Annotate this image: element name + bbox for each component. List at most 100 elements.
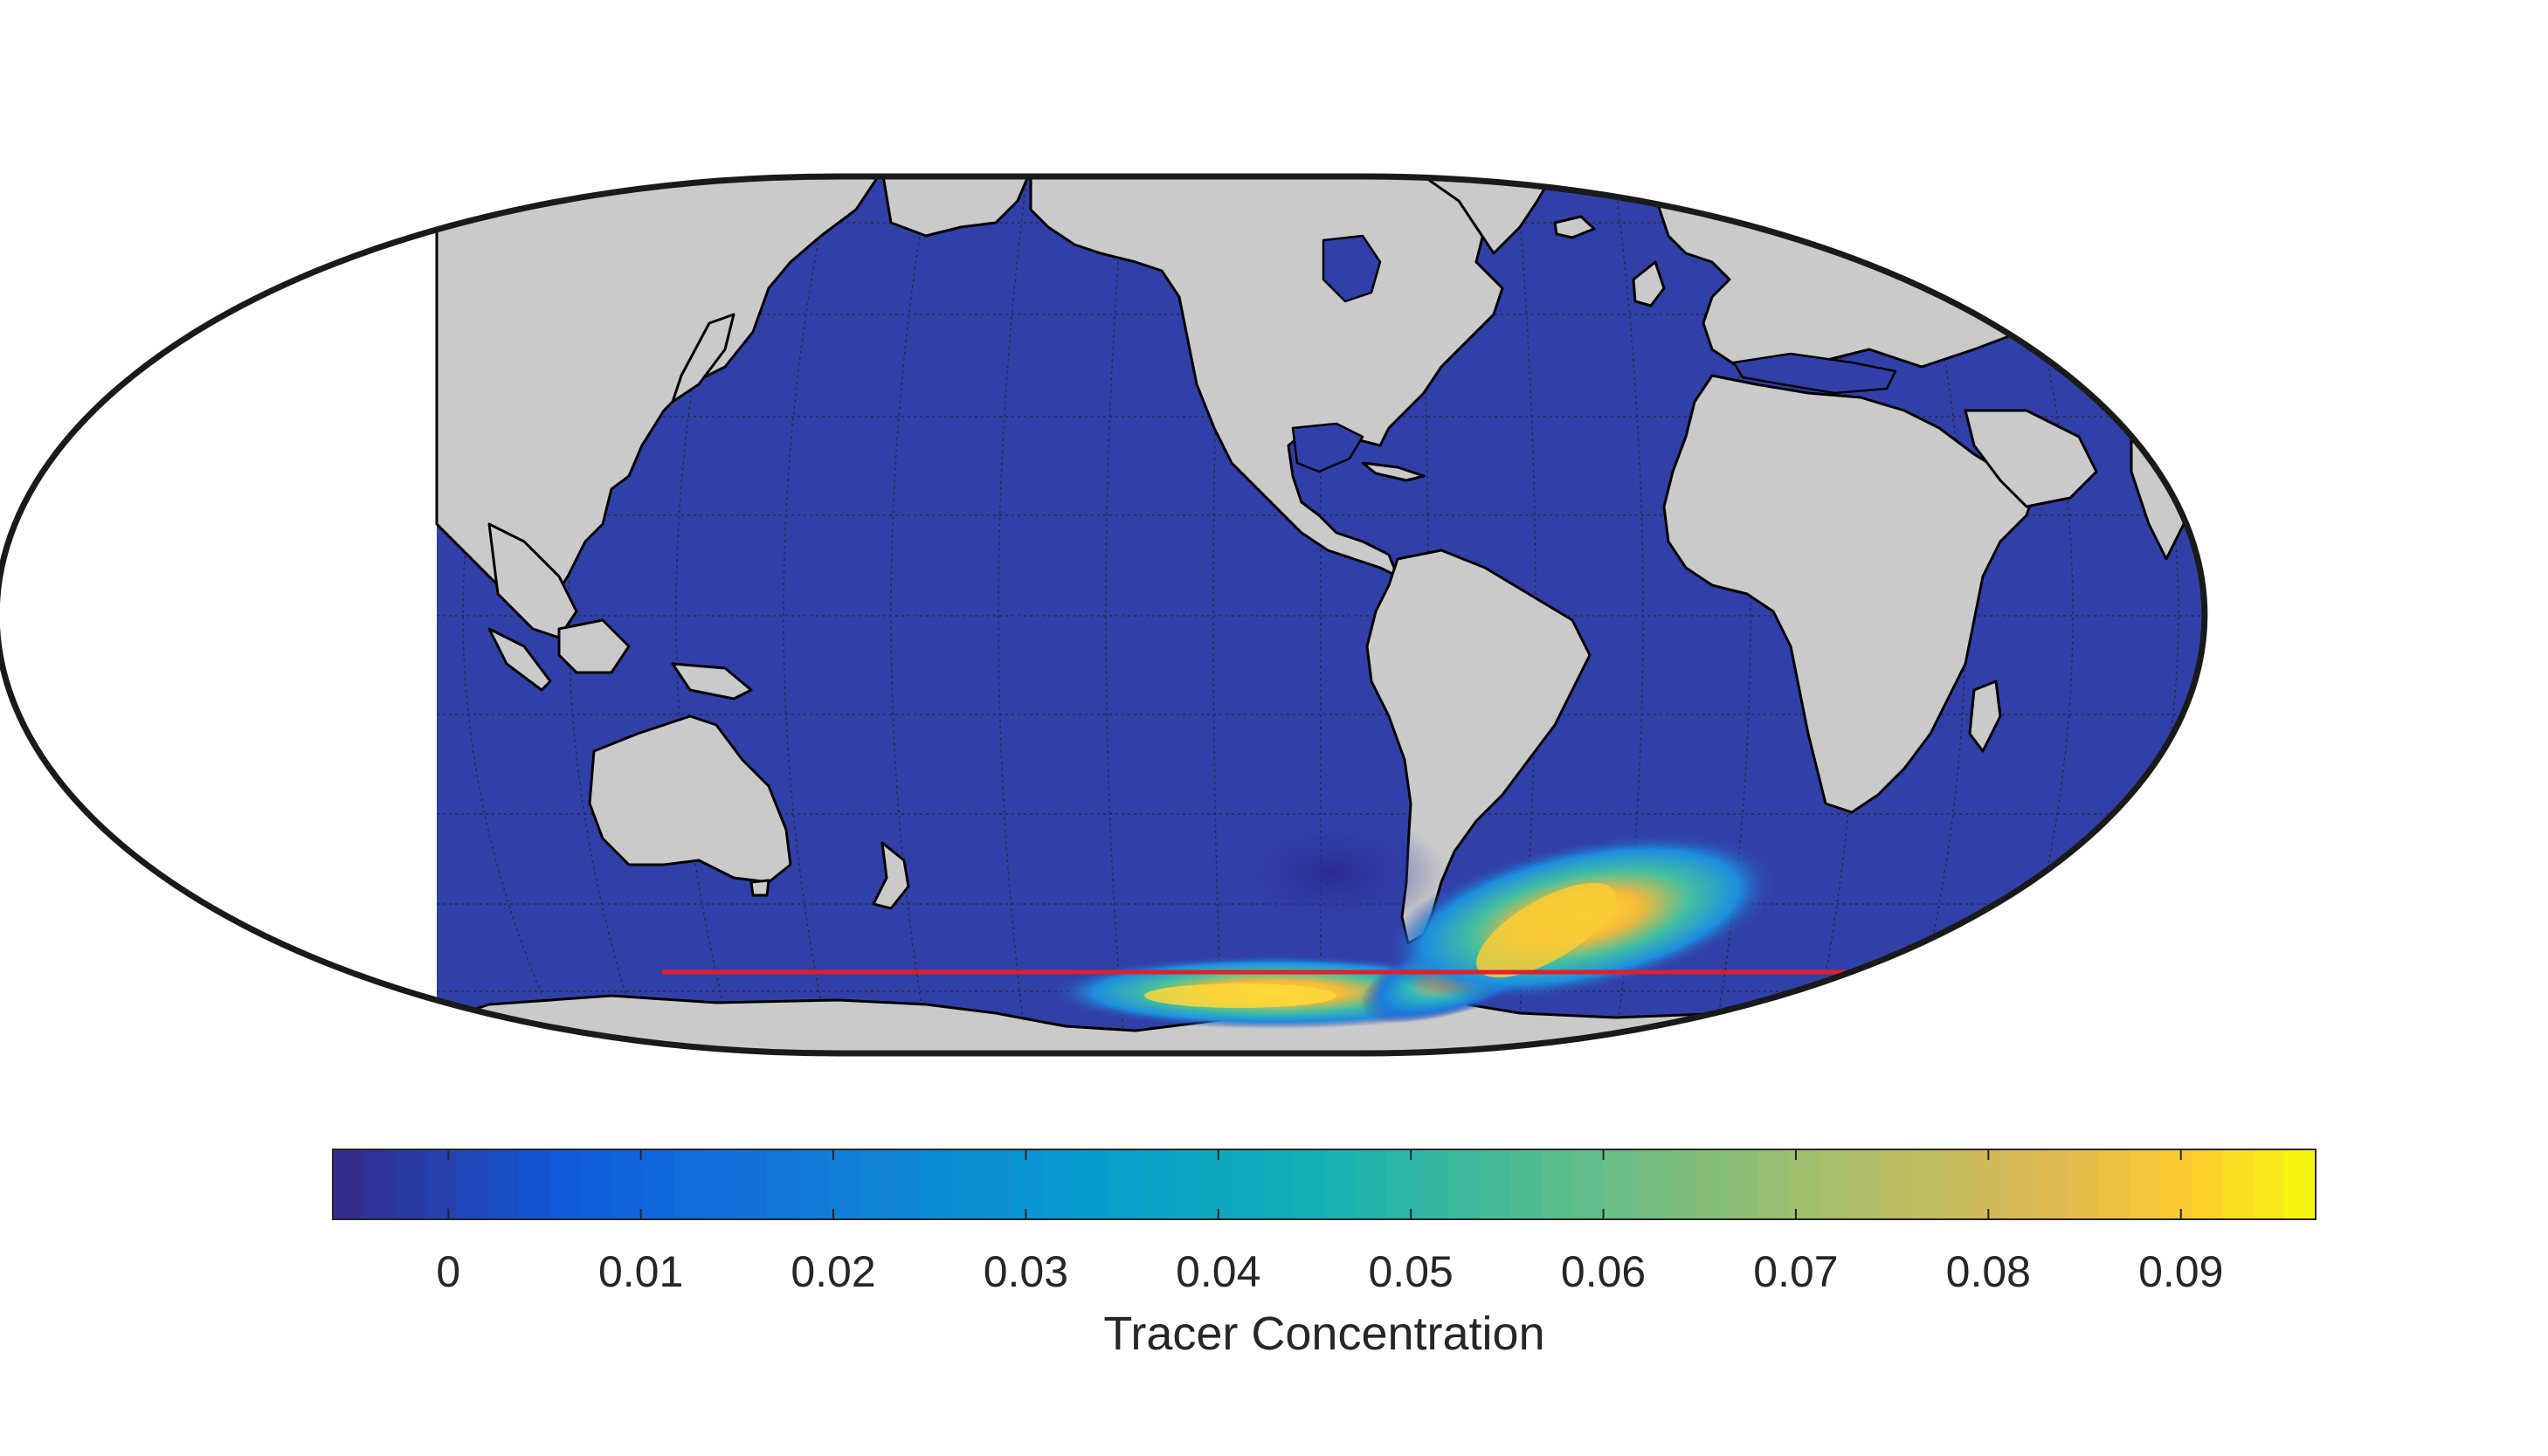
colorbar-cell (1727, 1149, 1759, 1219)
mediterranean-sea (1732, 352, 1897, 395)
colorbar-cell (1882, 1149, 1914, 1219)
colorbar-cell (1912, 1149, 1944, 1219)
colorbar-frame (332, 1149, 2317, 1220)
colorbar-label: Tracer Concentration (1103, 1308, 1544, 1360)
colorbar-cell (2036, 1149, 2068, 1219)
colorbar-cell (394, 1149, 427, 1219)
colorbar-cell (1200, 1149, 1233, 1219)
colorbar-cell (1385, 1149, 1419, 1219)
colorbar-cell (1014, 1149, 1046, 1219)
colorbar-cell (1076, 1149, 1108, 1219)
colorbar-cell (1417, 1149, 1449, 1219)
landmass-cuba (1361, 461, 1426, 482)
colorbar-cell (2160, 1149, 2192, 1219)
landmass-africa (1662, 374, 2037, 814)
colorbar-tick-label: 0.05 (1369, 1247, 1454, 1296)
landmass-kamchatka (880, 176, 1032, 238)
colorbar-cell (642, 1149, 674, 1219)
colorbar: 0 0.01 0.02 0.03 0.04 0.05 0.06 0.07 0.08 0.09 Tr… (332, 1149, 2317, 1360)
colorbar-cell (1820, 1149, 1852, 1219)
colorbar-cell (1169, 1149, 1201, 1219)
map-frame (0, 173, 2208, 1057)
colorbar-ticks: 0 0.01 0.02 0.03 0.04 0.05 0.06 0.07 0.08 0.09 (436, 1149, 2223, 1296)
colorbar-cell (952, 1149, 984, 1219)
map-area (0, 173, 2208, 1057)
colorbar-cell (1789, 1149, 1821, 1219)
colorbar-cell (2222, 1149, 2255, 1219)
colorbar-cell (1479, 1149, 1511, 1219)
colorbar-cell (1944, 1149, 1976, 1219)
negative-anomaly (1219, 812, 1446, 935)
colorbar-cell (735, 1149, 768, 1219)
colorbar-cell (425, 1149, 458, 1219)
landmass-new-zealand (872, 841, 910, 910)
colorbar-cell (1262, 1149, 1295, 1219)
colorbar-cell (766, 1149, 798, 1219)
plume-south-atlantic-core (1476, 882, 1616, 978)
colorbar-cell (1665, 1149, 1697, 1219)
colorbar-cell (1509, 1149, 1542, 1219)
colorbar-cell (890, 1149, 922, 1219)
colorbar-cell (859, 1149, 892, 1219)
landmass-borneo (557, 618, 631, 674)
landmass-british-isles (1632, 260, 1666, 307)
plume-drake-core (1144, 983, 1336, 1008)
landmass-sumatra (487, 627, 552, 692)
landmass-arabia (1964, 409, 2098, 508)
colorbar-cell (2284, 1149, 2317, 1219)
colorbar-cell (1045, 1149, 1077, 1219)
colorbar-cell (1138, 1149, 1170, 1219)
colorbar-cell (983, 1149, 1015, 1219)
colorbar-cell (704, 1149, 736, 1219)
colorbar-cell (1974, 1149, 2006, 1219)
colorbar-cell (1850, 1149, 1883, 1219)
landmass-japan (671, 313, 735, 404)
colorbar-tick-label: 0.04 (1176, 1247, 1260, 1296)
landmass-australia (588, 714, 792, 884)
colorbar-tick-label: 0.01 (598, 1247, 683, 1296)
colorbar-cell (1541, 1149, 1573, 1219)
landmass-europe (1640, 176, 2205, 377)
colorbar-cell (1107, 1149, 1139, 1219)
gulf-of-mexico (1291, 422, 1364, 473)
colorbar-cell (1571, 1149, 1604, 1219)
landmass-asia-east (435, 176, 884, 613)
colorbar-cell (1355, 1149, 1387, 1219)
colorbar-cell (487, 1149, 520, 1219)
colorbar-tick-label: 0.08 (1946, 1247, 2031, 1296)
colorbar-cell (518, 1149, 550, 1219)
colorbar-cell (2006, 1149, 2038, 1219)
landmass-iceland (1553, 215, 1596, 239)
landmass-greenland (1413, 176, 1557, 255)
colorbar-tick-label: 0.06 (1561, 1247, 1646, 1296)
colorbar-cell (2254, 1149, 2286, 1219)
colorbar-cell (363, 1149, 396, 1219)
colorbar-cell (611, 1149, 644, 1219)
landmass-new-guinea (671, 662, 753, 700)
colorbar-cell (549, 1149, 582, 1219)
colorbar-cell (828, 1149, 860, 1219)
colorbar-cell (456, 1149, 488, 1219)
hudson-bay (1322, 234, 1382, 303)
colorbar-cell (673, 1149, 706, 1219)
colorbar-tick-label: 0.02 (791, 1247, 875, 1296)
colorbar-gradient (333, 1149, 2317, 1219)
colorbar-tick-label: 0.07 (1753, 1247, 1838, 1296)
colorbar-tick-label: 0.03 (984, 1247, 1068, 1296)
colorbar-cell (333, 1149, 365, 1219)
landmass-north-america (1029, 176, 1530, 578)
colorbar-cell (2130, 1149, 2162, 1219)
colorbar-cell (2068, 1149, 2100, 1219)
colorbar-cell (1695, 1149, 1728, 1219)
colorbar-cell (1603, 1149, 1635, 1219)
colorbar-tick-label: 0.09 (2138, 1247, 2223, 1296)
colorbar-cell (2192, 1149, 2224, 1219)
colorbar-cell (1293, 1149, 1325, 1219)
colorbar-cell (1447, 1149, 1480, 1219)
landmass-madagascar (1968, 680, 2002, 753)
colorbar-cell (1231, 1149, 1263, 1219)
landmass-tasmania (749, 879, 770, 897)
colorbar-cell (2098, 1149, 2130, 1219)
colorbar-cell (1633, 1149, 1666, 1219)
